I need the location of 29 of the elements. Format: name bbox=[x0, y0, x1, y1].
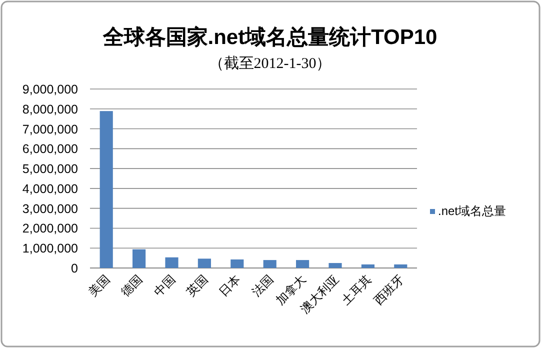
legend-label: .net域名总量 bbox=[438, 204, 506, 218]
y-tick-label: 9,000,000 bbox=[22, 82, 78, 96]
x-tick-label: 德国 bbox=[118, 272, 146, 300]
bar bbox=[100, 111, 113, 268]
bar bbox=[198, 258, 211, 268]
chart-title: 全球各国家.net域名总量统计TOP10 bbox=[102, 25, 438, 49]
bar bbox=[263, 260, 276, 268]
bar bbox=[361, 264, 374, 268]
bar bbox=[165, 257, 178, 268]
y-tick-label: 4,000,000 bbox=[22, 182, 78, 196]
x-tick-label: 英国 bbox=[184, 272, 211, 300]
y-tick-label: 2,000,000 bbox=[22, 222, 78, 236]
chart-subtitle: （截至2012-1-30） bbox=[208, 55, 332, 72]
x-tick-label: 日本 bbox=[216, 272, 244, 300]
x-tick-label: 中国 bbox=[151, 272, 178, 300]
bar bbox=[328, 263, 342, 268]
y-tick-label: 6,000,000 bbox=[22, 142, 78, 156]
y-tick-label: 5,000,000 bbox=[22, 162, 78, 176]
y-tick-label: 8,000,000 bbox=[22, 102, 78, 116]
y-tick-label: 1,000,000 bbox=[22, 242, 78, 256]
bar bbox=[132, 249, 146, 268]
bar bbox=[394, 264, 408, 268]
x-tick-label: 法国 bbox=[249, 272, 276, 300]
y-tick-label: 3,000,000 bbox=[22, 202, 78, 216]
bar bbox=[230, 259, 244, 268]
bar bbox=[296, 260, 310, 268]
y-tick-label: 7,000,000 bbox=[22, 122, 78, 136]
y-tick-label: 0 bbox=[71, 262, 78, 276]
x-tick-label: 美国 bbox=[86, 272, 112, 300]
